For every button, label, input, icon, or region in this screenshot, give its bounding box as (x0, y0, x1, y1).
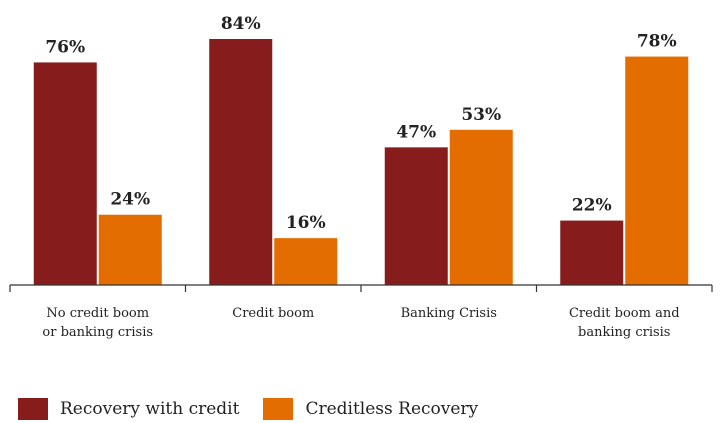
data-label-recovery-with-credit-3: 22% (572, 196, 612, 216)
legend-swatch-creditless-recovery (263, 398, 294, 420)
legend-item-creditless-recovery: Creditless Recovery (263, 398, 478, 420)
legend-label-recovery-with-credit: Recovery with credit (60, 399, 240, 419)
bar-creditless-recovery-3 (625, 56, 689, 286)
data-label-creditless-recovery-1: 16% (286, 213, 326, 233)
legend-swatch-recovery-with-credit (18, 398, 48, 420)
legend-item-recovery-with-credit: Recovery with credit (18, 398, 239, 420)
data-label-creditless-recovery-0: 24% (110, 190, 150, 210)
legend: Recovery with credit Creditless Recovery (18, 398, 502, 420)
category-label-1: Credit boom (232, 306, 315, 321)
bars-group: 76% 24% 84% 16% 47% 53% 22% 78% (33, 14, 689, 286)
bar-creditless-recovery-0 (98, 214, 162, 285)
data-label-creditless-recovery-3: 78% (637, 32, 677, 52)
bar-recovery-with-credit-3 (560, 220, 624, 285)
data-label-recovery-with-credit-2: 47% (396, 122, 436, 142)
data-label-recovery-with-credit-1: 84% (221, 14, 261, 34)
legend-label-creditless-recovery: Creditless Recovery (305, 399, 479, 419)
bar-recovery-with-credit-0 (33, 62, 97, 285)
bar-creditless-recovery-2 (449, 129, 513, 285)
data-label-recovery-with-credit-0: 76% (45, 37, 85, 57)
category-label-0: No credit boom or banking crisis (42, 306, 154, 340)
data-label-creditless-recovery-2: 53% (461, 105, 501, 125)
bar-creditless-recovery-1 (274, 238, 338, 285)
category-label-3: Credit boom and banking crisis (568, 306, 680, 340)
bar-recovery-with-credit-1 (209, 39, 273, 285)
category-label-2: Banking Crisis (400, 306, 497, 321)
bar-recovery-with-credit-2 (384, 147, 448, 285)
x-axis (9, 284, 713, 292)
